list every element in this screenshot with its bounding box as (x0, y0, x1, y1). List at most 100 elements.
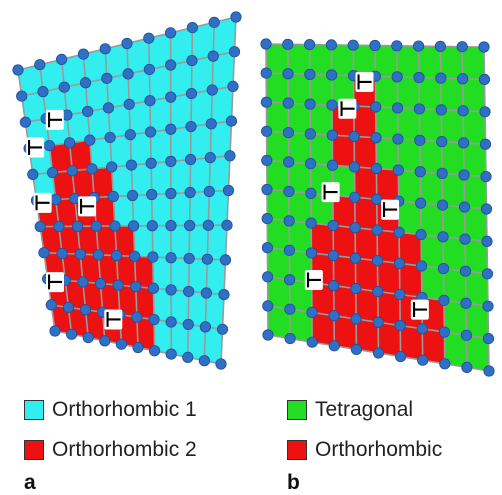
atom (326, 159, 339, 171)
phase-1-cell (396, 45, 420, 78)
phase-2-cell (356, 318, 379, 353)
phase-1-cell (208, 190, 229, 226)
atom (304, 98, 316, 110)
atom (143, 32, 155, 44)
atom (262, 300, 274, 312)
atom (184, 153, 197, 166)
phase-1-cell (188, 291, 207, 327)
atom (219, 254, 232, 266)
phase-1-cell (289, 220, 312, 253)
phase-1-cell (397, 139, 421, 172)
atom (283, 156, 295, 168)
dislocation-box (355, 72, 374, 93)
phase-1-cell (170, 159, 191, 194)
legend-label: Orthorhombic 1 (52, 398, 197, 421)
atom (261, 213, 273, 225)
atom (102, 102, 115, 114)
phase-1-cell (132, 194, 153, 226)
legend-label: Orthorhombic (315, 438, 443, 461)
phase-2-cell (311, 312, 335, 346)
phase-1-cell (465, 303, 489, 339)
atom (165, 27, 177, 39)
phase-1-cell (170, 93, 192, 130)
atom (79, 77, 92, 89)
atom (86, 163, 98, 175)
atom (215, 358, 227, 370)
atom (165, 316, 177, 328)
atom (306, 336, 318, 348)
phase-2-cell (400, 325, 423, 361)
atom (109, 220, 121, 232)
lattice-panel-b: ⊥ ⊥ ⊥ ⊥ ⊥ ⊥ (260, 38, 495, 377)
atom (260, 38, 272, 50)
phase-2-cell (334, 315, 357, 350)
atom (305, 217, 317, 229)
atom (284, 303, 296, 315)
atom (327, 249, 340, 262)
atom (458, 137, 470, 149)
atom (416, 323, 428, 335)
atom (350, 313, 362, 325)
phase-1-cell (150, 129, 171, 164)
phase-2-cell (355, 288, 379, 323)
phase-1-cell (331, 74, 354, 107)
atom (391, 40, 403, 52)
atom (112, 279, 124, 291)
atom (203, 185, 215, 198)
atom (131, 311, 143, 323)
atom (349, 252, 362, 264)
phase-2-cell (354, 197, 378, 230)
atom (394, 319, 406, 332)
phase-2-cell (98, 254, 119, 286)
phase-1-cell (463, 142, 486, 177)
atom (121, 37, 133, 50)
lattice-panel-a: ⊥ ⊥ ⊥ ⊥ ⊥ ⊥ (12, 11, 242, 370)
atom (19, 116, 32, 128)
phase-2-cell (136, 317, 155, 351)
atom (326, 69, 338, 81)
phase-1-cell (309, 44, 332, 75)
phase-2-cell (94, 196, 115, 227)
atom (125, 159, 137, 171)
atom (82, 105, 94, 118)
atom (165, 123, 177, 135)
atom (205, 118, 217, 130)
legend-swatch (287, 440, 307, 460)
phase-1-cell (133, 225, 153, 258)
phase-2-cell (49, 142, 73, 173)
dislocation-icon: ⊥ (408, 300, 432, 318)
phase-1-cell (205, 293, 224, 330)
phase-1-cell (310, 133, 333, 166)
phase-1-cell (61, 54, 86, 88)
atom (392, 133, 404, 145)
atom (434, 40, 446, 53)
atom (413, 71, 425, 84)
atom (372, 285, 384, 298)
atom (394, 350, 407, 363)
atom (198, 355, 210, 367)
phase-1-cell (464, 174, 487, 209)
phase-2-cell (118, 285, 137, 318)
legend-swatch (287, 400, 307, 420)
atom (94, 277, 107, 290)
atom (435, 72, 447, 84)
atom (305, 158, 317, 170)
phase-1-cell (266, 102, 289, 133)
atom (394, 288, 406, 301)
phase-1-cell (288, 162, 311, 194)
atom (143, 63, 155, 76)
phase-1-cell (441, 109, 464, 143)
phase-1-cell (310, 104, 333, 136)
phase-1-cell (353, 45, 376, 77)
phase-1-cell (266, 160, 289, 192)
atom (415, 228, 427, 241)
atom (107, 190, 119, 203)
atom (413, 103, 426, 115)
dislocation-box (381, 199, 400, 220)
phase-1-cell (420, 203, 444, 237)
atom (45, 299, 57, 311)
atom (305, 187, 317, 199)
atom (56, 247, 68, 260)
atom (49, 325, 61, 337)
phase-2-cell (80, 254, 101, 284)
